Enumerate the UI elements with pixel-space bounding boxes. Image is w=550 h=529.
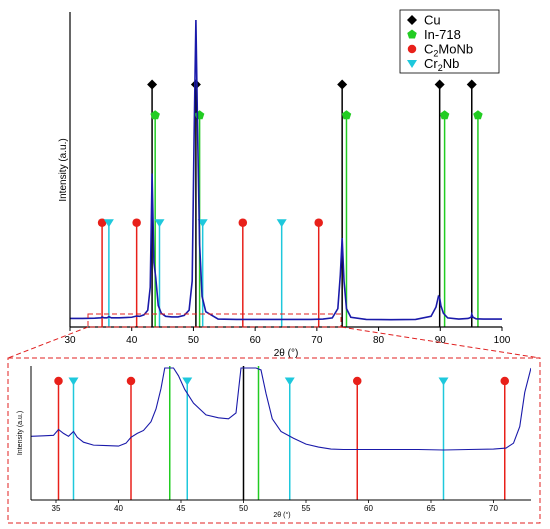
main-x-tick-label: 70 [311,335,323,346]
main-marker-in-718 [341,110,352,120]
legend-label-cr2nb: Cr2Nb [424,56,459,73]
main-marker-c2monb [132,218,141,227]
legend-marker-c2monb [407,44,417,54]
zoom-x-tick-label: 60 [364,504,373,513]
zoom-x-tick-label: 55 [302,504,311,513]
main-x-ticks: 30 40 50 60 70 80 90 100 [64,327,511,346]
main-x-tick-label: 60 [250,335,262,346]
main-x-axis-label: 2θ (°) [274,348,299,359]
zoom-marker-cr2nb [438,377,449,386]
zoom-marker-cr2nb [182,377,193,386]
main-marker-in-718 [473,110,483,120]
main-marker-c2monb [314,218,323,227]
zoom-x-tick-label: 45 [177,504,186,513]
zoom-x-tick-label: 35 [52,504,61,513]
main-x-tick-label: 90 [435,335,447,346]
main-marker-cu [434,79,445,90]
main-x-tick-label: 80 [373,335,385,346]
zoom-pattern-line [31,367,531,451]
zoom-x-ticks: 35 40 45 50 55 60 65 70 [52,500,498,513]
legend-label-c2monb: C2MoNb [424,42,473,59]
main-marker-c2monb [97,218,107,227]
zoom-marker-cr2nb [284,377,295,386]
legend-label-in-718: In-718 [424,27,461,42]
main-marker-cr2nb [276,219,287,228]
zoom-x-tick-label: 50 [239,504,248,513]
main-marker-cu [466,79,477,90]
zoom-x-tick-label: 65 [427,504,436,513]
main-chart-panel: 30 40 50 60 70 80 90 100 Intensity (a.u.) 2θ (°… [58,12,511,359]
main-x-tick-label: 50 [188,335,200,346]
main-marker-cu [190,79,201,90]
zoom-marker-c2monb [54,376,63,386]
legend-marker-cu [407,15,417,25]
zoom-y-axis-label: Intensity (a.u.) [17,411,24,455]
zoom-reference-lines [54,366,509,500]
legend-marker-cr2nb [407,60,417,68]
zoom-pattern-curve [31,367,531,451]
main-y-axis-label: Intensity (a.u.) [58,138,69,201]
zoom-chart-panel: 35 40 45 50 55 60 65 70 Intensity (a.u.) 2θ (°) [17,366,531,519]
zoom-marker-c2monb [500,376,509,386]
main-marker-in-718 [150,110,160,120]
main-marker-cr2nb [154,219,165,228]
legend-marker-in-718 [407,29,417,39]
zoom-x-tick-label: 40 [114,504,123,513]
zoom-marker-cr2nb [68,377,79,386]
main-x-tick-label: 40 [126,335,138,346]
zoom-region-box [87,313,342,328]
main-marker-cr2nb [197,219,208,228]
main-pattern-curve [70,20,502,321]
main-pattern-line [70,20,502,321]
zoom-marker-c2monb [353,376,362,386]
main-marker-cu [337,79,348,90]
zoom-connectors [7,326,541,359]
main-marker-c2monb [238,218,248,227]
legend-label-cu: Cu [424,13,441,28]
zoom-frame [7,357,541,524]
main-x-tick-label: 100 [494,335,511,346]
main-marker-cu [147,79,158,90]
main-x-tick-label: 30 [64,335,76,346]
main-marker-in-718 [439,110,450,120]
main-marker-cr2nb [103,219,114,228]
main-reference-lines [97,79,483,327]
zoom-x-axis-label: 2θ (°) [273,511,290,519]
zoom-marker-c2monb [126,376,136,386]
zoom-x-tick-label: 70 [489,504,498,513]
